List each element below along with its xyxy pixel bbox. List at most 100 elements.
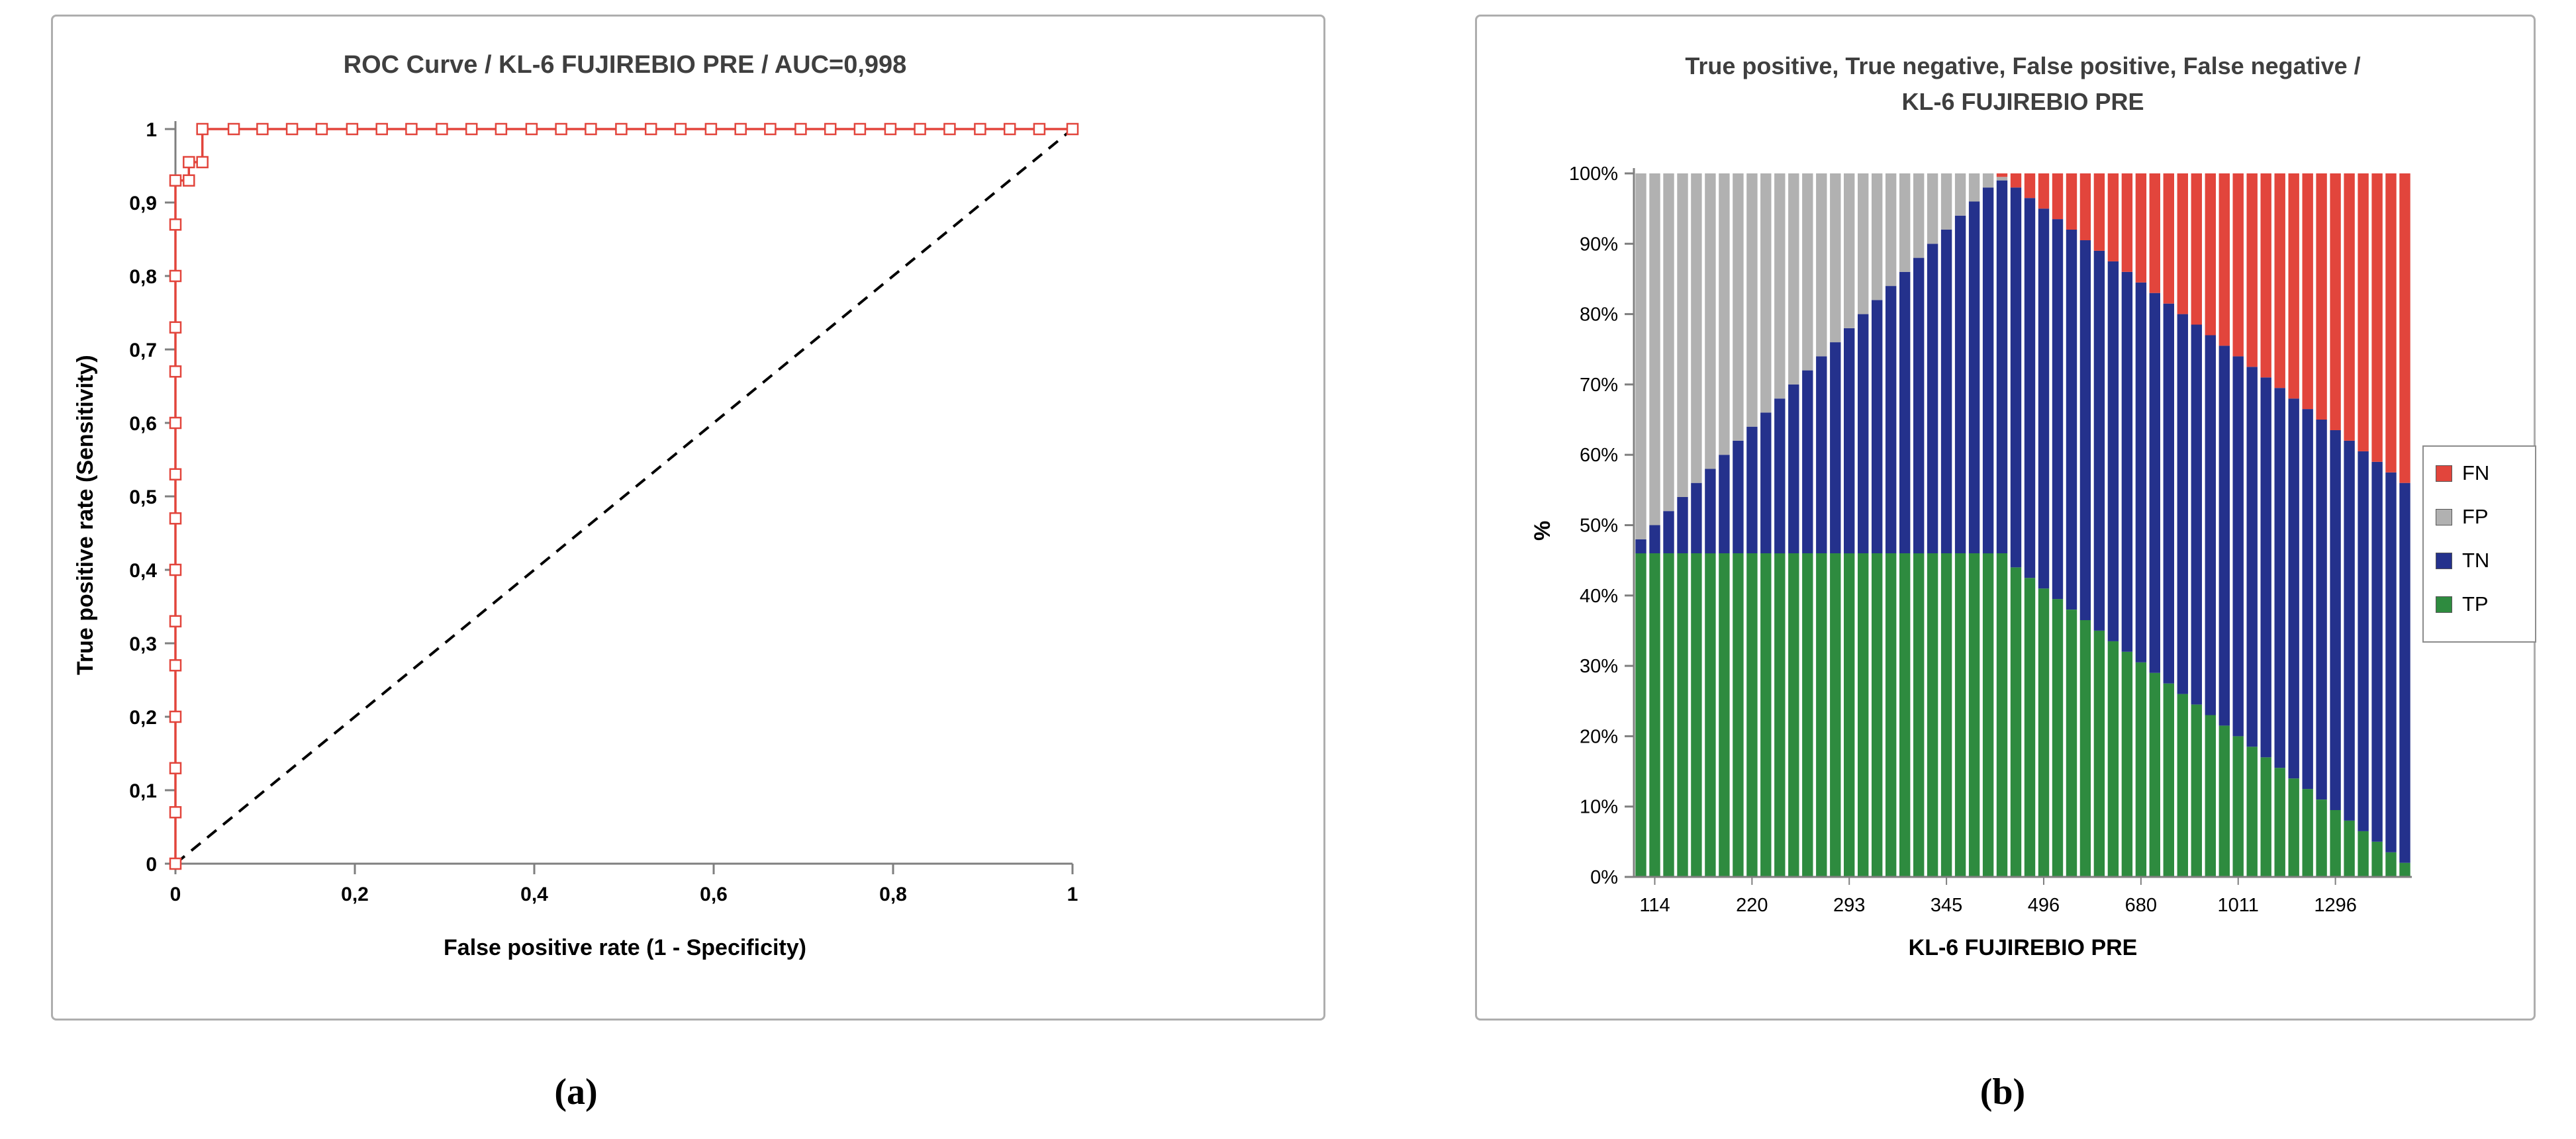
bar-segment-tp (2371, 841, 2383, 877)
roc-marker (943, 122, 956, 136)
bar-segment-tp (1927, 553, 1938, 877)
roc-y-tick-label: 0,1 (129, 780, 157, 802)
bar-segment-fp (1649, 173, 1660, 525)
legend-label-tn: TN (2462, 549, 2490, 572)
bar-segment-tn (1844, 328, 1855, 554)
bar-segment-tp (2316, 799, 2327, 877)
bar-segment-tn (1677, 497, 1688, 553)
bar-segment-tn (2066, 230, 2077, 610)
bar-segment-tn (1774, 398, 1786, 554)
roc-marker (644, 122, 657, 136)
bar-segment-tn (2371, 461, 2383, 842)
bar-segment-fn (2218, 173, 2230, 346)
bar-segment-tn (2260, 377, 2271, 758)
bar-segment-tn (2135, 282, 2147, 662)
roc-marker (1066, 122, 1079, 136)
bar-segment-tn (2121, 271, 2133, 652)
roc-marker (169, 615, 182, 627)
legend-item-tp: TP (2436, 592, 2523, 616)
roc-marker (884, 122, 897, 136)
bar-segment-fn (2121, 173, 2133, 272)
bar-segment-tn (2218, 345, 2230, 726)
roc-y-tick-label: 1 (146, 119, 157, 141)
stk-y-tick-label: 90% (1580, 234, 1618, 255)
roc-marker (169, 218, 182, 231)
bar-segment-fn (2010, 173, 2022, 188)
bar-segment-fn (2177, 173, 2188, 314)
bar-segment-fn (2260, 173, 2271, 378)
bar-segment-tn (2302, 409, 2313, 790)
bar-segment-fn (2205, 173, 2216, 336)
legend-label-fp: FP (2462, 505, 2489, 528)
stacked-x-axis-title: KL-6 FUJIREBIO PRE (1908, 935, 2138, 960)
stk-x-tick-label: 220 (1736, 895, 1768, 916)
bar-segment-tp (2358, 831, 2369, 877)
bar-segment-tp (1746, 553, 1758, 877)
bar-segment-tp (2274, 768, 2285, 877)
bar-segment-tn (1802, 370, 1813, 553)
bar-segment-fn (2066, 173, 2077, 230)
legend-item-tn: TN (2436, 549, 2523, 572)
bar-segment-tn (2330, 430, 2341, 810)
bar-segment-fp (1691, 173, 1702, 483)
bar-segment-fn (2024, 173, 2036, 199)
roc-marker (674, 122, 687, 136)
roc-x-axis-title: False positive rate (1 - Specificity) (444, 935, 806, 960)
bar-segment-tn (1649, 525, 1660, 553)
bar-segment-fp (1913, 173, 1925, 258)
bar-segment-tn (2010, 187, 2022, 568)
bar-segment-tp (2288, 778, 2299, 877)
bar-segment-tp (2149, 672, 2160, 877)
roc-marker (974, 122, 986, 136)
stk-y-tick-label: 0% (1590, 867, 1618, 888)
roc-marker (375, 122, 388, 136)
bar-segment-fp (1982, 173, 1994, 188)
roc-marker (465, 122, 478, 136)
bar-segment-tp (1844, 553, 1855, 877)
stk-x-tick-label: 1011 (2218, 895, 2259, 916)
bar-segment-fn (2358, 173, 2369, 451)
bar-segment-fp (1899, 173, 1911, 272)
bar-segment-tn (1691, 482, 1702, 553)
bar-segment-tp (2135, 662, 2147, 877)
legend-item-fp: FP (2436, 505, 2523, 529)
legend-label-fn: FN (2462, 461, 2490, 484)
roc-marker (346, 122, 359, 136)
roc-y-tick-label: 0,5 (129, 486, 157, 508)
bar-segment-tp (1802, 553, 1813, 877)
bar-segment-fn (2330, 173, 2341, 430)
panel-label-b: (b) (1980, 1071, 2026, 1113)
bar-segment-tn (1746, 426, 1758, 553)
bar-segment-fp (1885, 173, 1897, 287)
stk-y-tick-label: 100% (1569, 163, 1618, 185)
roc-marker (615, 122, 628, 136)
roc-marker (169, 762, 182, 774)
bar-segment-tp (1760, 553, 1772, 877)
bar-segment-tn (2079, 240, 2091, 620)
bar-segment-fp (1816, 173, 1827, 357)
roc-marker (764, 122, 777, 136)
roc-marker (525, 122, 538, 136)
roc-marker (1003, 122, 1016, 136)
bar-segment-tn (2052, 219, 2064, 600)
roc-marker (256, 122, 269, 136)
bar-segment-fp (1830, 173, 1841, 343)
bar-segment-fp (1872, 173, 1883, 300)
roc-marker (436, 122, 448, 136)
bar-segment-tp (1968, 553, 1980, 877)
bar-segment-tp (2302, 789, 2313, 877)
bar-segment-fn (2052, 173, 2064, 220)
roc-x-tick-label: 1 (1067, 884, 1078, 905)
bar-segment-tn (1940, 230, 1952, 553)
bar-segment-tp (1649, 553, 1660, 877)
stk-x-tick-label: 680 (2125, 895, 2157, 916)
roc-x-tick-label: 0,2 (341, 884, 369, 905)
bar-segment-fp (1719, 173, 1730, 455)
stk-y-tick-label: 10% (1580, 797, 1618, 818)
bar-segment-tp (1705, 553, 1716, 877)
roc-y-tick-label: 0,9 (129, 193, 157, 214)
roc-y-axis-title: True positive rate (Sensitivity) (73, 355, 98, 675)
roc-marker (285, 122, 299, 136)
bar-segment-fp (1788, 173, 1799, 385)
